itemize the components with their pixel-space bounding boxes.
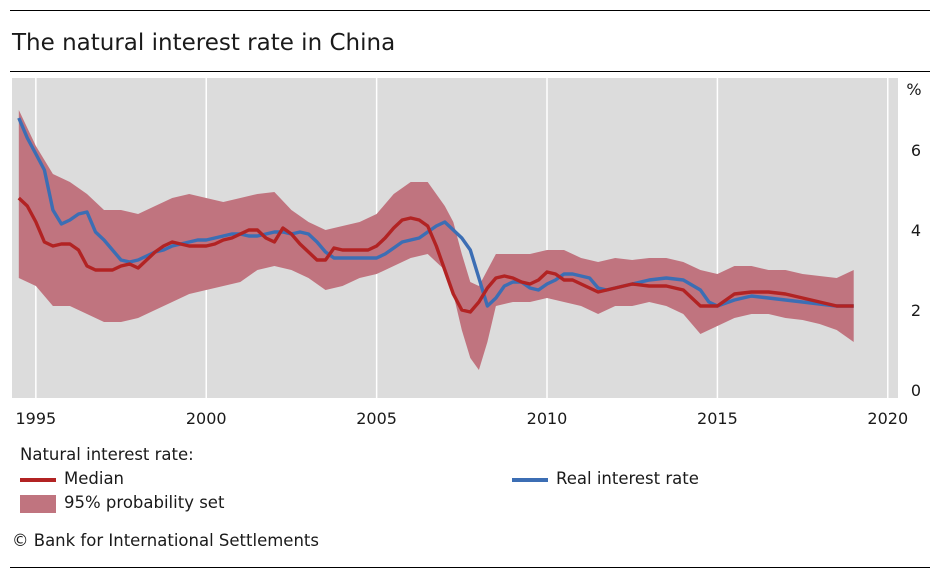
grid-lines [35, 78, 889, 398]
y-tick-label: 4 [911, 221, 921, 240]
x-tick-label: 1995 [15, 409, 56, 428]
legend-heading: Natural interest rate: [20, 445, 194, 464]
x-axis-ticks: 1995 2000 2005 2010 2015 2020 [15, 409, 908, 428]
legend-band-label: 95% probability set [64, 493, 225, 512]
probability-band [18, 110, 854, 370]
chart-title: The natural interest rate in China [12, 30, 396, 56]
y-tick-label: 2 [911, 301, 921, 320]
x-tick-label: 2020 [867, 409, 908, 428]
x-tick-label: 2010 [527, 409, 568, 428]
x-tick-label: 2005 [356, 409, 397, 428]
top-rule [10, 10, 930, 11]
x-tick-label: 2015 [697, 409, 738, 428]
legend-real-label: Real interest rate [556, 469, 699, 488]
real-swatch [512, 477, 548, 482]
title-rule [10, 71, 930, 72]
legend-item-real: Real interest rate [512, 469, 699, 488]
x-tick-label: 2000 [186, 409, 227, 428]
legend-median-label: Median [64, 469, 125, 488]
median-swatch [20, 477, 56, 482]
y-tick-label: 6 [911, 141, 921, 160]
y-axis-ticks: 0 2 4 6 [911, 141, 921, 400]
legend-item-band: 95% probability set [20, 493, 224, 513]
median-line [17, 196, 854, 314]
band-swatch [20, 494, 56, 513]
interest-rate-chart: 1995 2000 2005 2010 2015 2020 0 2 4 6 % [12, 78, 922, 428]
y-unit-label: % [906, 80, 921, 99]
y-tick-label: 0 [911, 381, 921, 400]
legend-item-median: Median [20, 469, 124, 488]
copyright-footer: © Bank for International Settlements [12, 531, 319, 550]
bottom-rule [10, 567, 930, 568]
